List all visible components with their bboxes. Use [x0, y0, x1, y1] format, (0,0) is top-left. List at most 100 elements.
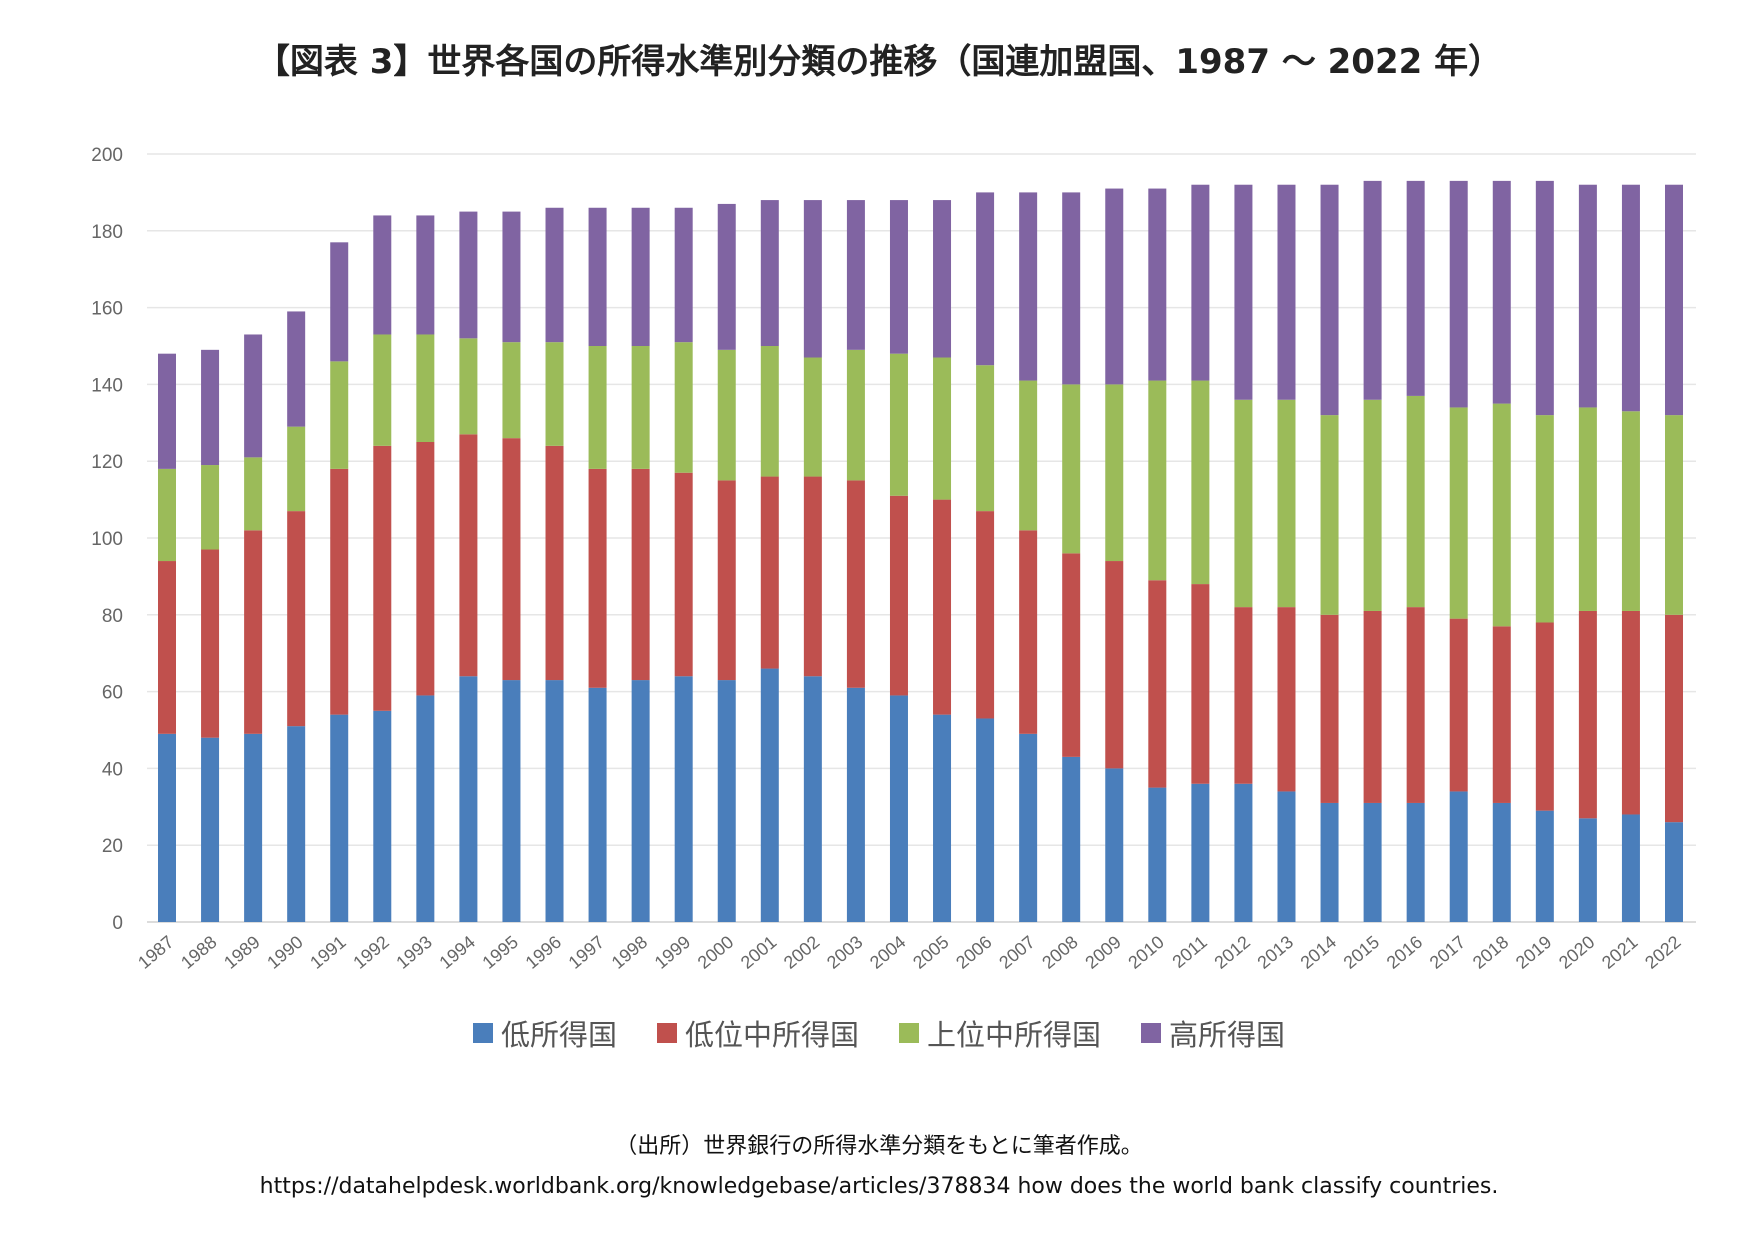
bar-segment	[158, 733, 176, 922]
bar-segment	[502, 211, 521, 343]
bar-segment	[416, 215, 435, 335]
bar-segment	[846, 687, 865, 922]
x-tick-label: 1992	[349, 932, 393, 973]
bar-segment	[459, 338, 478, 435]
x-tick-label: 2020	[1555, 932, 1599, 973]
bar-segment	[1320, 802, 1339, 922]
x-tick-label: 2005	[909, 932, 953, 973]
bar-segment	[1191, 380, 1210, 585]
bar-segment	[1234, 399, 1253, 608]
bar-segment	[1492, 802, 1511, 922]
bar-segment	[1277, 607, 1296, 792]
x-tick-label: 1989	[220, 932, 264, 973]
bar-segment	[1234, 184, 1253, 400]
bar-segment	[717, 680, 736, 922]
bar-segment	[1105, 384, 1124, 562]
bar-segment	[244, 530, 263, 734]
legend-swatch	[656, 1023, 677, 1043]
y-tick-label: 60	[102, 683, 123, 704]
x-tick-label: 1987	[134, 932, 178, 973]
bar-segment	[1062, 756, 1081, 922]
bar-segment	[373, 445, 392, 711]
bar-segment	[502, 680, 521, 922]
x-tick-label: 2012	[1210, 932, 1254, 973]
bar-segment	[1148, 787, 1167, 922]
bar-segment	[1363, 802, 1382, 922]
bar-segment	[1449, 791, 1468, 922]
bar-segment	[330, 242, 349, 362]
legend: 低所得国 低位中所得国 上位中所得国 高所得国	[0, 1012, 1758, 1054]
bar-segment	[760, 668, 779, 922]
x-tick-label: 2003	[823, 932, 867, 973]
bar-segment	[674, 207, 693, 343]
bar-segment	[1105, 188, 1124, 385]
x-tick-label: 1993	[392, 932, 436, 973]
bar-segment	[373, 215, 392, 335]
bar-segment	[933, 714, 952, 922]
bar-segment	[1320, 614, 1339, 803]
legend-swatch	[899, 1023, 919, 1043]
bar-segment	[760, 200, 779, 346]
bar-segment	[330, 714, 349, 922]
bar-segment	[330, 361, 349, 469]
x-tick-label: 2008	[1038, 932, 1082, 973]
bar-segment	[1363, 180, 1382, 400]
bar-segment	[1277, 791, 1296, 922]
x-tick-label: 1999	[651, 932, 695, 973]
bar-segment	[1449, 180, 1468, 408]
x-tick-label: 2021	[1598, 932, 1642, 973]
bar-segment	[287, 426, 306, 512]
bar-segment	[416, 695, 435, 922]
bar-segment	[1019, 192, 1038, 381]
x-tick-label: 1998	[608, 932, 652, 973]
legend-label: 低所得国	[500, 1018, 617, 1052]
y-tick-label: 100	[91, 529, 123, 550]
bar-segment	[588, 468, 607, 688]
bar-segment	[1578, 610, 1597, 819]
y-tick-label: 200	[91, 145, 123, 166]
legend-label: 上位中所得国	[927, 1018, 1102, 1052]
bar-segment	[1191, 584, 1210, 784]
bar-segment	[674, 342, 693, 473]
x-tick-label: 1991	[306, 932, 350, 973]
bar-segment	[1363, 399, 1382, 611]
bar-segment	[545, 207, 564, 343]
bar-segment	[158, 353, 176, 469]
bar-segment	[201, 349, 220, 466]
bar-segment	[201, 737, 220, 922]
bar-segment	[846, 200, 865, 350]
legend-item-lower-middle-income: 低位中所得国	[656, 1012, 859, 1054]
bar-segment	[1148, 188, 1167, 381]
bar-segment	[158, 561, 176, 734]
bar-segment	[459, 211, 478, 339]
bar-segment	[244, 733, 263, 922]
y-tick-label: 160	[91, 299, 123, 320]
bar-segment	[631, 207, 650, 346]
x-tick-label: 2017	[1426, 932, 1470, 973]
bar-segment	[889, 200, 908, 354]
bar-segment	[803, 476, 822, 677]
bar-segment	[933, 357, 952, 500]
legend-label: 低位中所得国	[684, 1018, 859, 1052]
bar-segment	[287, 726, 306, 922]
bar-segment	[1320, 184, 1339, 416]
bar-segment	[1665, 822, 1683, 922]
chart-title: 【図表 3】世界各国の所得水準別分類の推移（国連加盟国、1987 ～ 2022 …	[255, 42, 1503, 82]
bar-segment	[1062, 553, 1081, 757]
bar-segment	[1234, 783, 1253, 922]
x-tick-label: 2000	[694, 932, 738, 973]
bar-segment	[674, 472, 693, 677]
bar-segment	[330, 468, 349, 715]
legend-swatch	[1141, 1023, 1162, 1043]
y-tick-label: 20	[102, 836, 123, 857]
x-tick-label: 2011	[1168, 932, 1211, 972]
bar-segment	[158, 468, 176, 562]
bar-segment	[1406, 802, 1425, 922]
bar-segment	[588, 207, 607, 346]
bar-segment	[760, 346, 779, 477]
bar-segment	[976, 365, 995, 512]
bar-segment	[933, 499, 952, 715]
legend-item-high-income: 高所得国	[1141, 1012, 1285, 1054]
bar-segment	[1105, 768, 1124, 922]
bar-segment	[1535, 810, 1554, 922]
